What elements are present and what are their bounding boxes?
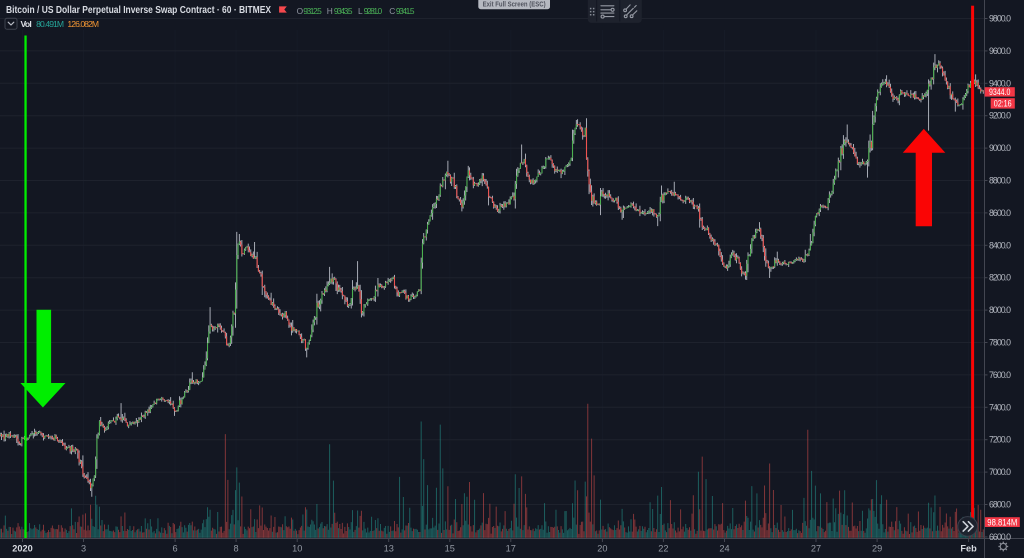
svg-text:C: C [389,6,395,16]
svg-text:9341.5: 9341.5 [396,6,415,16]
svg-text:15: 15 [445,544,455,554]
svg-text:7800.0: 7800.0 [989,338,1011,348]
svg-text:7200.0: 7200.0 [989,435,1011,445]
svg-text:Feb: Feb [960,544,977,554]
svg-text:7000.0: 7000.0 [989,467,1011,477]
svg-text:80.491M: 80.491M [36,19,64,29]
svg-text:3: 3 [81,544,86,554]
svg-text:126.082M: 126.082M [67,19,99,29]
svg-text:Vol: Vol [21,19,32,29]
svg-text:98.814M: 98.814M [987,517,1017,527]
svg-text:17: 17 [506,544,516,554]
svg-text:20: 20 [597,544,607,554]
svg-text:22: 22 [658,544,668,554]
svg-text:02:16: 02:16 [994,99,1012,109]
svg-text:9600.0: 9600.0 [989,46,1011,56]
svg-text:8400.0: 8400.0 [989,240,1011,250]
svg-text:9312.5: 9312.5 [303,6,322,16]
svg-text:9343.5: 9343.5 [334,6,353,16]
svg-text:2020: 2020 [12,544,32,554]
svg-text:7400.0: 7400.0 [989,402,1011,412]
svg-text:7600.0: 7600.0 [989,370,1011,380]
svg-text:8: 8 [234,544,239,554]
svg-text:9000.0: 9000.0 [989,143,1011,153]
svg-text:10: 10 [292,544,302,554]
svg-text:8000.0: 8000.0 [989,305,1011,315]
svg-text:9344.0: 9344.0 [989,87,1011,97]
svg-text:Exit Full Screen (ESC): Exit Full Screen (ESC) [483,0,546,9]
svg-text:13: 13 [384,544,394,554]
svg-text:6800.0: 6800.0 [989,500,1011,510]
svg-text:8200.0: 8200.0 [989,273,1011,283]
svg-text:8600.0: 8600.0 [989,208,1011,218]
svg-text:H: H [327,6,333,16]
svg-text:9200.0: 9200.0 [989,111,1011,121]
svg-text:L: L [358,6,363,16]
svg-text:27: 27 [811,544,821,554]
svg-text:29: 29 [872,544,882,554]
svg-text:O: O [297,6,304,16]
svg-text:Bitcoin / US Dollar Perpetual: Bitcoin / US Dollar Perpetual Inverse Sw… [6,5,271,16]
svg-text:6: 6 [173,544,178,554]
svg-text:9400.0: 9400.0 [989,78,1011,88]
svg-text:24: 24 [719,544,729,554]
svg-text:9281.0: 9281.0 [364,6,383,16]
svg-text:8800.0: 8800.0 [989,176,1011,186]
svg-text:6600.0: 6600.0 [989,532,1011,542]
svg-text:9800.0: 9800.0 [989,14,1011,24]
